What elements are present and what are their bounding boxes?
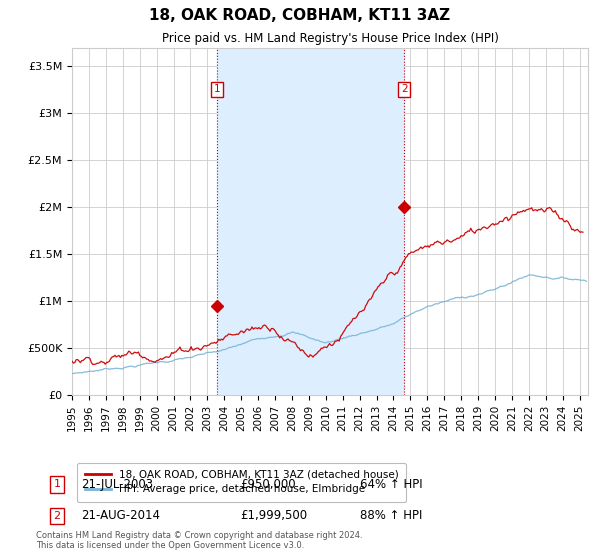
Text: £950,000: £950,000 [240, 478, 296, 491]
Text: 2: 2 [401, 84, 407, 94]
Bar [217, 48, 404, 395]
Text: 2: 2 [53, 511, 61, 521]
Text: 88% ↑ HPI: 88% ↑ HPI [360, 509, 422, 522]
Text: 1: 1 [214, 84, 220, 94]
Text: 21-AUG-2014: 21-AUG-2014 [81, 509, 160, 522]
Text: 1: 1 [53, 479, 61, 489]
Title: Price paid vs. HM Land Registry's House Price Index (HPI): Price paid vs. HM Land Registry's House … [161, 32, 499, 45]
Text: 18, OAK ROAD, COBHAM, KT11 3AZ: 18, OAK ROAD, COBHAM, KT11 3AZ [149, 8, 451, 24]
Text: Contains HM Land Registry data © Crown copyright and database right 2024.
This d: Contains HM Land Registry data © Crown c… [36, 530, 362, 550]
Legend: 18, OAK ROAD, COBHAM, KT11 3AZ (detached house), HPI: Average price, detached ho: 18, OAK ROAD, COBHAM, KT11 3AZ (detached… [77, 463, 406, 502]
Text: £1,999,500: £1,999,500 [240, 509, 307, 522]
Text: 21-JUL-2003: 21-JUL-2003 [81, 478, 153, 491]
Text: 64% ↑ HPI: 64% ↑ HPI [360, 478, 422, 491]
